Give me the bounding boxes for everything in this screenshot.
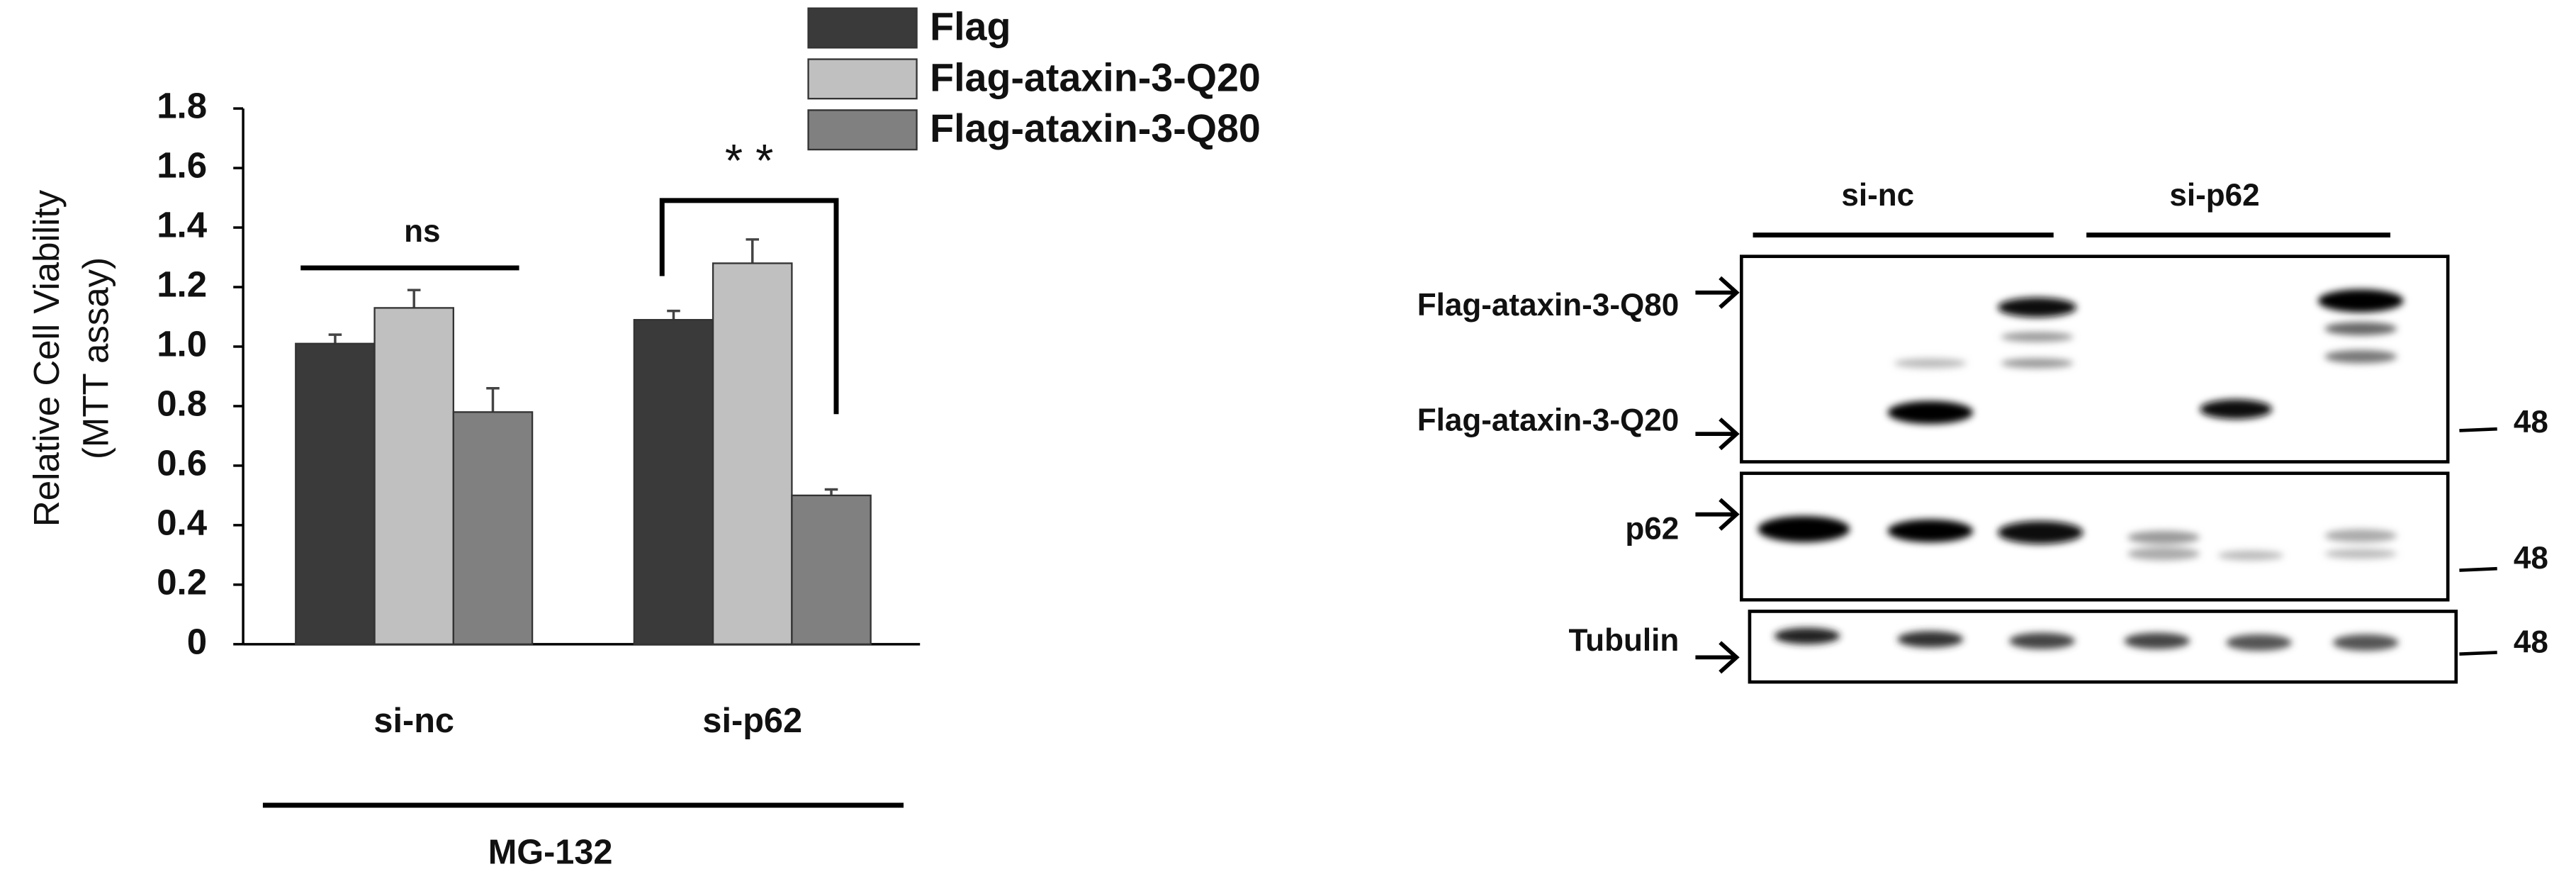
lane-label: si-nc — [1841, 178, 1914, 213]
legend-label: Flag-ataxin-3-Q80 — [930, 106, 1261, 150]
band-label: Flag-ataxin-3-Q20 — [1417, 403, 1679, 438]
marker-line — [2459, 651, 2497, 656]
arrows — [1695, 276, 1740, 674]
bar — [712, 262, 793, 645]
marker-line — [2459, 427, 2497, 432]
y-tick-label: 0.6 — [157, 442, 207, 483]
lane-label: si-p62 — [2169, 178, 2259, 213]
annotation: ns — [404, 214, 440, 249]
legend-swatch — [807, 58, 918, 100]
marker-label: 48 — [2514, 405, 2548, 439]
marker-line — [2459, 566, 2497, 572]
bar — [633, 319, 714, 645]
y-tick-label: 1.2 — [157, 264, 207, 304]
legend-swatch — [807, 7, 918, 49]
y-label: (MTT assay) — [76, 257, 116, 459]
x-tick-label: si-nc — [373, 702, 454, 740]
x-tick-label: si-p62 — [702, 702, 802, 740]
bar — [373, 307, 454, 645]
legend-label: Flag-ataxin-3-Q20 — [930, 55, 1261, 99]
y-tick-label: 0.8 — [157, 383, 207, 423]
y-tick-label: 0 — [187, 621, 207, 661]
annotation: * * — [725, 135, 774, 186]
band-label: p62 — [1625, 512, 1679, 547]
bands — [1757, 289, 2404, 651]
band-label: Tubulin — [1569, 623, 1680, 658]
y-tick-label: 1.8 — [157, 86, 207, 126]
marker-label: 48 — [2514, 624, 2548, 659]
legend-label: Flag — [930, 4, 1011, 48]
band-label: Flag-ataxin-3-Q80 — [1417, 288, 1679, 323]
bar — [452, 411, 534, 645]
y-tick-label: 1.4 — [157, 204, 208, 245]
treatment-label: MG-132 — [488, 833, 613, 871]
y-tick-label: 0.4 — [157, 502, 208, 542]
bar — [791, 494, 872, 645]
y-tick-label: 0.2 — [157, 561, 207, 602]
y-tick-label: 1.6 — [157, 145, 207, 186]
sig-bracket — [659, 198, 839, 415]
legend-swatch — [807, 109, 918, 151]
marker-label: 48 — [2514, 541, 2548, 576]
western-blot: si-nc si-p62 — [1417, 178, 2548, 684]
y-label: Relative Cell Viability — [26, 189, 67, 527]
y-tick-label: 1.0 — [157, 323, 207, 364]
bar — [295, 342, 376, 645]
